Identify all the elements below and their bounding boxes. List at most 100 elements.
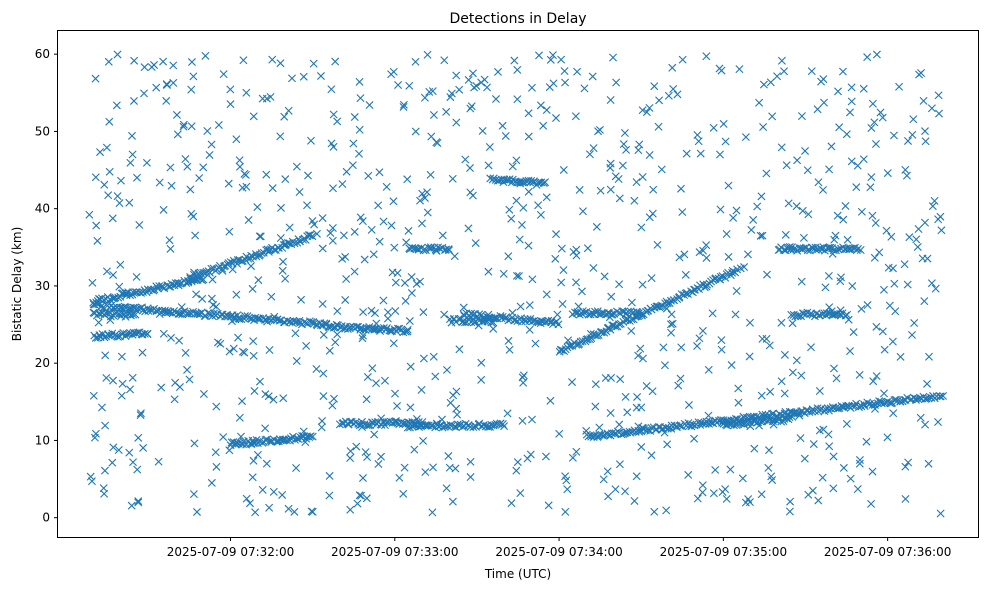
clutter-detection-point [616, 375, 625, 384]
clutter-detection-point [633, 392, 642, 401]
track-detection-point [500, 422, 509, 431]
clutter-detection-point [440, 56, 449, 65]
clutter-detection-point [934, 215, 943, 224]
clutter-detection-point [219, 70, 228, 79]
clutter-detection-point [157, 383, 166, 392]
clutter-detection-point [632, 178, 641, 187]
clutter-detection-point [225, 227, 234, 236]
clutter-detection-point [928, 202, 937, 211]
clutter-detection-point [356, 213, 365, 222]
clutter-detection-point [249, 456, 258, 465]
clutter-detection-point [364, 171, 373, 180]
clutter-detection-point [544, 501, 553, 510]
clutter-detection-point [915, 70, 924, 79]
clutter-detection-point [425, 87, 434, 96]
clutter-detection-point [510, 56, 519, 65]
clutter-detection-point [519, 371, 528, 380]
clutter-detection-point [389, 197, 398, 206]
track-detection-point [490, 314, 499, 323]
track-detection-point [607, 310, 616, 319]
clutter-detection-point [745, 352, 754, 361]
clutter-detection-point [780, 67, 789, 76]
clutter-detection-point [159, 329, 168, 338]
clutter-detection-point [519, 378, 528, 387]
clutter-detection-point [786, 497, 795, 506]
track-detection-point [438, 423, 447, 432]
clutter-detection-point [849, 328, 858, 337]
track-detection-point [530, 316, 539, 325]
track-detection-point [537, 178, 546, 187]
clutter-detection-point [171, 378, 180, 387]
clutter-detection-point [428, 508, 437, 517]
clutter-detection-point [682, 149, 691, 158]
clutter-detection-point [528, 415, 536, 424]
clutter-detection-point [758, 231, 767, 240]
clutter-detection-point [595, 423, 604, 432]
clutter-detection-point [572, 245, 581, 254]
clutter-detection-point [362, 395, 371, 404]
track-detection-point [634, 309, 643, 318]
clutter-detection-point [638, 354, 647, 363]
clutter-detection-point [650, 82, 659, 91]
clutter-detection-point [253, 450, 262, 459]
track-detection-point [265, 437, 274, 446]
clutter-detection-point [276, 59, 285, 68]
clutter-detection-point [399, 100, 408, 109]
clutter-detection-point [190, 439, 199, 448]
clutter-detection-point [724, 181, 733, 190]
clutter-detection-point [216, 339, 225, 348]
clutter-detection-point [117, 352, 126, 361]
clutter-detection-point [603, 467, 612, 476]
track-detection-point [495, 176, 504, 185]
clutter-detection-point [855, 456, 864, 464]
track-detection-point [856, 246, 865, 254]
track-detection-point [486, 174, 495, 183]
clutter-detection-point [517, 220, 526, 229]
clutter-detection-point [542, 106, 551, 115]
clutter-detection-point [338, 180, 347, 189]
clutter-detection-point [638, 280, 647, 289]
clutter-detection-point [187, 58, 196, 67]
clutter-detection-point [203, 127, 212, 136]
track-detection-point [306, 432, 315, 441]
clutter-detection-point [416, 196, 425, 205]
clutter-detection-point [523, 454, 532, 463]
clutter-detection-point [411, 127, 420, 136]
clutter-detection-point [494, 67, 502, 76]
clutter-detection-point [684, 400, 693, 409]
clutter-detection-point [368, 364, 377, 373]
clutter-detection-point [677, 343, 686, 352]
clutter-detection-point [185, 375, 194, 384]
clutter-detection-point [166, 244, 175, 253]
clutter-detection-point [498, 121, 507, 130]
clutter-detection-point [726, 465, 735, 474]
clutter-detection-point [284, 106, 293, 115]
clutter-detection-point [655, 96, 664, 105]
clutter-detection-point [889, 264, 898, 273]
clutter-detection-point [136, 411, 145, 420]
clutter-detection-point [333, 117, 342, 126]
clutter-detection-point [645, 150, 654, 159]
clutter-detection-point [423, 50, 432, 59]
clutter-detection-point [615, 420, 624, 429]
clutter-detection-point [126, 158, 135, 167]
track-detection-point [829, 310, 838, 319]
track-detection-point [541, 178, 550, 187]
track-detection-point [681, 289, 690, 298]
clutter-detection-point [418, 219, 426, 228]
clutter-detection-point [935, 109, 944, 118]
track-detection-point [131, 310, 140, 319]
track-detection-point [611, 322, 620, 331]
clutter-detection-point [585, 150, 594, 159]
track-detection-point [554, 320, 563, 329]
clutter-detection-point [504, 252, 513, 261]
track-detection-point [362, 421, 371, 430]
clutter-detection-point [698, 481, 707, 490]
track-detection-point [245, 313, 254, 322]
track-detection-point [162, 307, 171, 316]
clutter-detection-point [112, 101, 121, 110]
clutter-detection-point [333, 330, 342, 339]
clutter-detection-point [133, 173, 141, 182]
clutter-detection-point [763, 270, 771, 279]
clutter-detection-point [130, 56, 139, 65]
